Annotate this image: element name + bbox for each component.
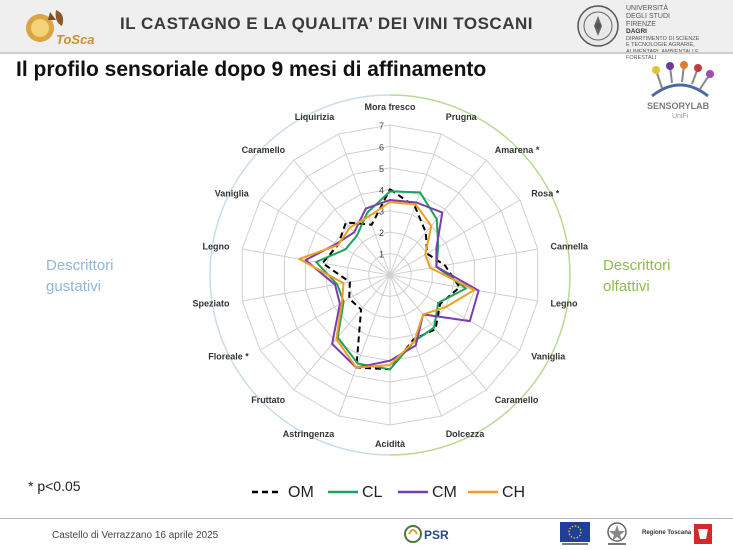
- tosca-logo-text: ToSca: [56, 32, 94, 47]
- university-name: UNIVERSITÀ DEGLI STUDI FIRENZE DAGRI DIP…: [626, 5, 726, 62]
- region-toscana-logo-icon: [694, 524, 712, 544]
- taste-descriptors-line-1: Descrittori: [46, 257, 114, 274]
- grid-spoke-13: [242, 274, 391, 302]
- taste-group-arc: [209, 94, 391, 456]
- axis-label-6: Vaniglia: [531, 352, 566, 362]
- header-divider: [0, 52, 733, 54]
- olfactory-group-arc: [389, 94, 571, 456]
- legend-swatch-om: [252, 490, 282, 494]
- italian-republic-emblem-icon: [607, 522, 627, 545]
- axis-label-8: Dolcezza: [446, 429, 486, 439]
- significance-note: * p<0.05: [28, 478, 81, 494]
- tick-label-2: 2: [379, 228, 384, 238]
- olfactory-descriptors-label: Descrittori olfattivi: [603, 255, 671, 297]
- grid-spoke-4: [389, 248, 538, 276]
- grid-spoke-2: [389, 159, 487, 276]
- legend-item-cl: CL: [326, 482, 406, 506]
- olfactory-descriptors-line-2: olfattivi: [603, 278, 650, 295]
- tick-label-6: 6: [379, 142, 384, 152]
- axis-label-13: Speziato: [192, 298, 230, 308]
- grid-spoke-7: [389, 274, 487, 391]
- series-line-cl: [315, 190, 467, 371]
- department-line-2: E TECNOLOGIE AGRARIE,: [626, 42, 695, 48]
- legend-swatch-cm: [398, 490, 428, 494]
- grid-spoke-3: [389, 199, 521, 276]
- tosca-logo-icon: ToSca: [26, 10, 94, 47]
- grid-spoke-10: [338, 274, 391, 417]
- axis-label-15: Vaniglia: [215, 189, 250, 199]
- axis-label-11: Fruttato: [251, 395, 285, 405]
- legend-item-ch: CH: [466, 482, 546, 506]
- grid-spoke-12: [259, 274, 391, 351]
- legend-item-om: OM: [250, 482, 330, 506]
- axis-label-0: Mora fresco: [364, 102, 416, 112]
- grid-spoke-6: [389, 274, 521, 351]
- university-line-2: DEGLI STUDI: [626, 13, 670, 20]
- axis-label-12: Floreale *: [208, 352, 249, 362]
- series-line-cm: [304, 199, 480, 369]
- university-seal-icon: [577, 5, 619, 47]
- legend-swatch-cl: [328, 490, 358, 494]
- footer-divider: [0, 518, 733, 519]
- tick-label-5: 5: [379, 164, 384, 174]
- series-line-ch: [298, 201, 476, 369]
- sensory-lab-name: SENSORYLAB: [647, 101, 710, 111]
- university-line-3: FIRENZE: [626, 21, 656, 28]
- legend-label-cm: CM: [432, 484, 457, 501]
- header-title: IL CASTAGNO E LA QUALITA’ DEI VINI TOSCA…: [120, 14, 533, 33]
- taste-descriptors-label: Descrittori gustativi: [46, 255, 114, 297]
- axis-label-17: Liquirizia: [295, 112, 335, 122]
- department-abbr: DAGRI: [626, 28, 647, 35]
- axis-label-1: Prugna: [446, 112, 478, 122]
- sensory-lab-logo-icon: [651, 61, 714, 98]
- axis-label-10: Astringenza: [283, 429, 336, 439]
- grid-spoke-11: [293, 274, 391, 391]
- legend-label-cl: CL: [362, 484, 383, 501]
- axis-label-3: Rosa *: [531, 189, 560, 199]
- grid-spoke-16: [293, 159, 391, 276]
- axis-label-9: Acidità: [375, 439, 406, 449]
- axis-label-7: Caramello: [495, 395, 539, 405]
- psr-logo-text: PSR: [424, 528, 449, 542]
- sensory-lab-sub: UniFi: [672, 113, 689, 120]
- axis-label-2: Amarena *: [495, 145, 540, 155]
- olfactory-descriptors-line-1: Descrittori: [603, 257, 671, 274]
- axis-label-14: Legno: [203, 242, 230, 252]
- legend-swatch-ch: [468, 490, 498, 494]
- region-label: Regione Toscana: [642, 530, 692, 536]
- university-line-1: UNIVERSITÀ: [626, 5, 669, 12]
- taste-descriptors-line-2: gustativi: [46, 278, 102, 295]
- grid-spoke-17: [338, 133, 391, 276]
- axis-label-5: Legno: [551, 298, 578, 308]
- department-line-1: DIPARTIMENTO DI SCIENZE: [626, 35, 700, 42]
- tick-label-7: 7: [379, 121, 384, 131]
- tick-label-1: 1: [379, 250, 384, 260]
- legend-label-ch: CH: [502, 484, 526, 501]
- footer-event: Castello di Verrazzano 16 aprile 2025: [52, 530, 219, 541]
- tick-label-3: 3: [379, 207, 384, 217]
- department-line-3: ALIMENTARI, AMBIENTALI E FORESTALI: [626, 49, 699, 62]
- legend-label-om: OM: [288, 484, 314, 501]
- chart-legend: OM CL CM CH: [250, 482, 550, 506]
- grid-spoke-15: [259, 199, 391, 276]
- axis-label-16: Caramello: [242, 145, 286, 155]
- legend-item-cm: CM: [396, 482, 476, 506]
- header-bar: ToSca IL CASTAGNO E LA QUALITA’ DEI VINI…: [0, 0, 733, 61]
- slide-title: Il profilo sensoriale dopo 9 mesi di aff…: [16, 58, 487, 81]
- axis-label-4: Cannella: [551, 242, 590, 252]
- psr-logo-icon: PSR: [404, 525, 449, 543]
- eu-flag-icon: [560, 522, 590, 545]
- tick-label-4: 4: [379, 185, 384, 195]
